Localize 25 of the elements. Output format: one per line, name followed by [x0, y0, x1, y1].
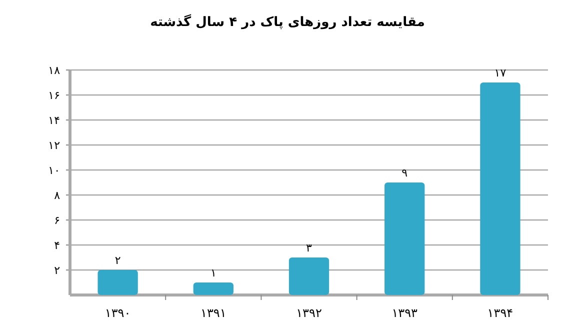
y-tick-label: ۱۸ [48, 64, 60, 77]
bar [193, 282, 234, 295]
bar [480, 82, 520, 295]
y-tick-label: ۲ [54, 264, 60, 277]
bar [384, 182, 425, 295]
y-tick-label: ۱۲ [48, 139, 60, 152]
y-tick-label: ۴ [54, 239, 60, 252]
y-tick-label: ۸ [54, 189, 60, 202]
data-label: ۲ [114, 254, 121, 267]
y-tick-label: ۱۴ [48, 114, 60, 127]
x-tick-label: ۱۳۹۱ [200, 306, 226, 320]
data-label: ۹ [402, 166, 408, 180]
x-tick-label: ۱۳۹۲ [296, 306, 322, 320]
bar [98, 270, 138, 295]
x-tick-label: ۱۳۹۰ [104, 306, 131, 320]
x-tick-label: ۱۳۹۳ [392, 306, 418, 320]
y-tick-label: ۱۶ [48, 89, 60, 102]
y-tick-label: ۶ [54, 214, 60, 227]
y-tick-label: ۱۰ [48, 164, 60, 177]
data-label: ۳ [306, 242, 312, 254]
chart-title: مقایسه تعداد روزهای پاک در ۴ سال گذشته [150, 14, 425, 30]
data-label: ۱ [210, 266, 216, 280]
data-label: ۱۷ [494, 66, 506, 80]
x-tick-label: ۱۳۹۴ [487, 306, 514, 320]
bar [288, 258, 330, 295]
